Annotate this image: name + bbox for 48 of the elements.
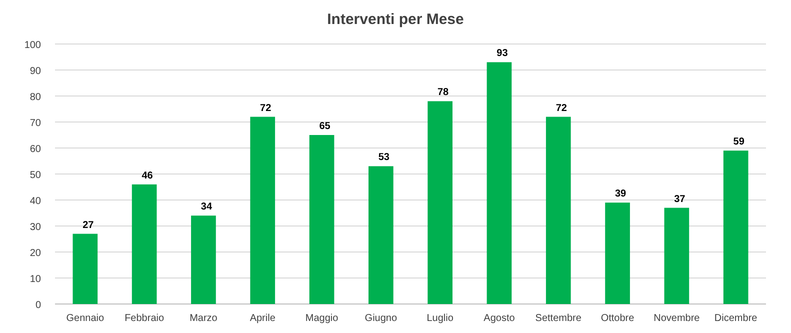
- chart-title: Interventi per Mese: [327, 11, 464, 28]
- x-tick-label: Novembre: [654, 313, 700, 324]
- bar: [428, 101, 452, 304]
- x-tick-label: Marzo: [190, 313, 218, 324]
- x-tick-label: Luglio: [426, 313, 454, 324]
- data-label: 37: [674, 194, 686, 205]
- data-label: 46: [142, 170, 154, 182]
- y-tick-label: 0: [35, 300, 42, 311]
- data-label: 78: [438, 87, 450, 98]
- x-tick-label: Febbraio: [124, 313, 164, 324]
- data-label: 27: [82, 220, 94, 231]
- bar: [72, 234, 98, 304]
- bar: [132, 184, 157, 304]
- y-tick-label: 70: [30, 118, 42, 129]
- y-tick-label: 10: [30, 274, 42, 285]
- y-tick-label: 40: [30, 196, 42, 207]
- bar: [546, 116, 571, 304]
- x-tick-label: Dicembre: [714, 313, 758, 324]
- x-tick-label: Settembre: [535, 313, 582, 324]
- data-label: 93: [496, 48, 508, 60]
- x-tick-label: Ottobre: [600, 313, 635, 324]
- x-tick-label: Maggio: [305, 313, 339, 324]
- y-tick-label: 20: [30, 248, 42, 259]
- data-label: 72: [260, 102, 272, 114]
- data-label: 65: [319, 121, 331, 132]
- data-label: 53: [378, 152, 390, 164]
- y-tick-label: 100: [24, 40, 42, 51]
- y-tick-label: 90: [30, 66, 42, 77]
- y-tick-label: 30: [30, 222, 42, 233]
- bar: [605, 202, 630, 304]
- y-tick-label: 60: [30, 144, 42, 155]
- data-label: 59: [733, 136, 745, 148]
- bar: [250, 116, 276, 304]
- x-tick-label: Gennaio: [66, 313, 105, 324]
- x-tick-label: Agosto: [484, 313, 516, 324]
- x-tick-label: Aprile: [250, 313, 276, 324]
- x-tick-label: Giugno: [364, 313, 398, 324]
- y-tick-label: 80: [30, 92, 42, 103]
- bar: [723, 150, 748, 304]
- bar: [368, 166, 394, 304]
- data-label: 72: [556, 102, 568, 114]
- bar: [191, 216, 216, 304]
- data-label: 34: [200, 202, 212, 213]
- y-tick-label: 50: [30, 170, 42, 181]
- bar: [664, 208, 690, 304]
- bar: [486, 62, 512, 304]
- data-label: 39: [614, 188, 627, 200]
- bar: [309, 135, 334, 304]
